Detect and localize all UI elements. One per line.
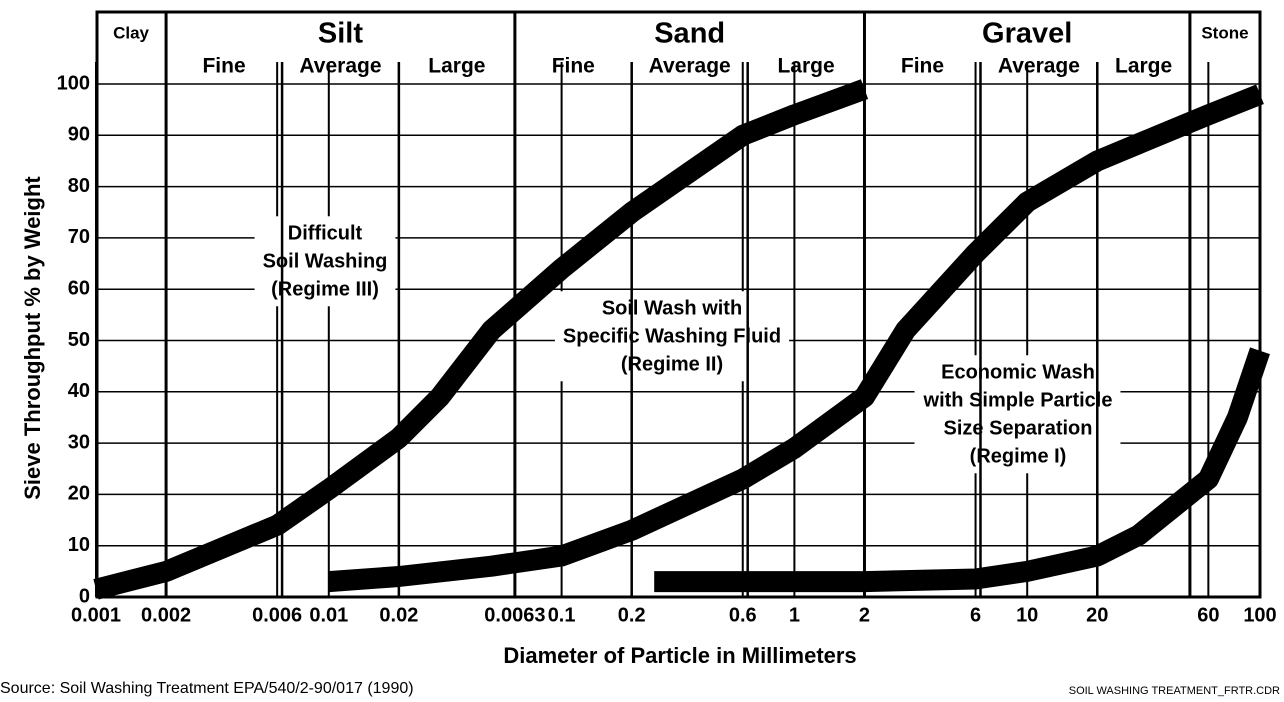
- subclass-label: Average: [299, 55, 381, 78]
- x-tick-label: 0.6: [729, 604, 757, 626]
- annotation-text: (Regime II): [621, 353, 723, 375]
- label-layer: Diameter of Particle in Millimeters Siev…: [0, 10, 1280, 697]
- annotation-text: with Simple Particle: [923, 389, 1113, 411]
- x-tick-label: 20: [1086, 604, 1108, 626]
- annotation-layer: Difficult Soil Washing (Regime III) Soil Wa…: [254, 216, 1121, 474]
- source-note: Source: Soil Washing Treatment EPA/540/2…: [0, 680, 414, 697]
- annotation: Soil Wash with Specific Washing Fluid (Reg…: [554, 291, 790, 382]
- annotation-text: Economic Wash: [941, 361, 1095, 383]
- subclass-label: Large: [428, 55, 485, 78]
- class-label: Sand: [654, 18, 725, 50]
- class-label: Stone: [1201, 23, 1248, 42]
- class-label: Clay: [113, 23, 149, 42]
- y-tick-label: 60: [68, 277, 90, 299]
- annotation-text: Difficult: [288, 222, 363, 244]
- annotation-text: Specific Washing Fluid: [563, 325, 781, 347]
- x-tick-label: 1: [789, 604, 800, 626]
- y-tick-label: 80: [68, 175, 90, 197]
- x-tick-label: 0.2: [618, 604, 646, 626]
- class-label: Silt: [318, 18, 363, 50]
- x-tick-label: 10: [1016, 604, 1038, 626]
- annotation-background: [554, 291, 790, 382]
- annotation-text: Size Separation: [944, 417, 1093, 439]
- subclass-label: Fine: [202, 55, 245, 78]
- x-axis-title: Diameter of Particle in Millimeters: [503, 643, 856, 668]
- x-tick-label: 0.1: [548, 604, 576, 626]
- annotation-text: (Regime III): [271, 278, 379, 300]
- grading-curve: [328, 84, 1264, 593]
- x-tick-label: 0.0063: [484, 604, 545, 626]
- subclass-label: Large: [1115, 55, 1172, 78]
- annotation-text: Soil Wash with: [602, 297, 742, 319]
- grading-curve: [93, 79, 869, 600]
- y-tick-label: 10: [68, 534, 90, 556]
- subclass-label: Large: [777, 55, 834, 78]
- subclass-label: Average: [998, 55, 1080, 78]
- y-tick-label: 50: [68, 329, 90, 351]
- y-tick-label: 40: [68, 380, 90, 402]
- x-tick-label: 60: [1197, 604, 1219, 626]
- subclass-label: Fine: [901, 55, 944, 78]
- y-tick-label: 20: [68, 483, 90, 505]
- annotation: Economic Wash with Simple Particle Size Se…: [914, 355, 1121, 474]
- class-label: Gravel: [982, 18, 1072, 50]
- x-tick-label: 0.001: [71, 604, 121, 626]
- subclass-label: Fine: [552, 55, 595, 78]
- x-tick-label: 0.006: [252, 604, 302, 626]
- y-axis-title: Sieve Throughput % by Weight: [20, 176, 45, 500]
- annotation-text: Soil Washing: [263, 250, 388, 272]
- subclass-label: Average: [649, 55, 731, 78]
- annotation-background: [254, 216, 396, 307]
- y-tick-label: 90: [68, 124, 90, 146]
- y-tick-label: 30: [68, 431, 90, 453]
- x-tick-label: 0.01: [309, 604, 348, 626]
- y-tick-label: 0: [79, 585, 90, 607]
- y-tick-label: 100: [57, 72, 90, 94]
- file-name: SOIL WASHING TREATMENT_FRTR.CDR: [1069, 685, 1280, 697]
- annotation-background: [914, 355, 1121, 474]
- y-tick-label: 70: [68, 226, 90, 248]
- annotation: Difficult Soil Washing (Regime III): [254, 216, 396, 307]
- annotation-text: (Regime I): [970, 445, 1067, 467]
- x-tick-label: 0.02: [379, 604, 418, 626]
- x-tick-label: 100: [1243, 604, 1276, 626]
- x-tick-label: 6: [970, 604, 981, 626]
- x-tick-label: 0.002: [141, 604, 191, 626]
- x-tick-label: 2: [859, 604, 870, 626]
- plot-frame: [95, 10, 1262, 599]
